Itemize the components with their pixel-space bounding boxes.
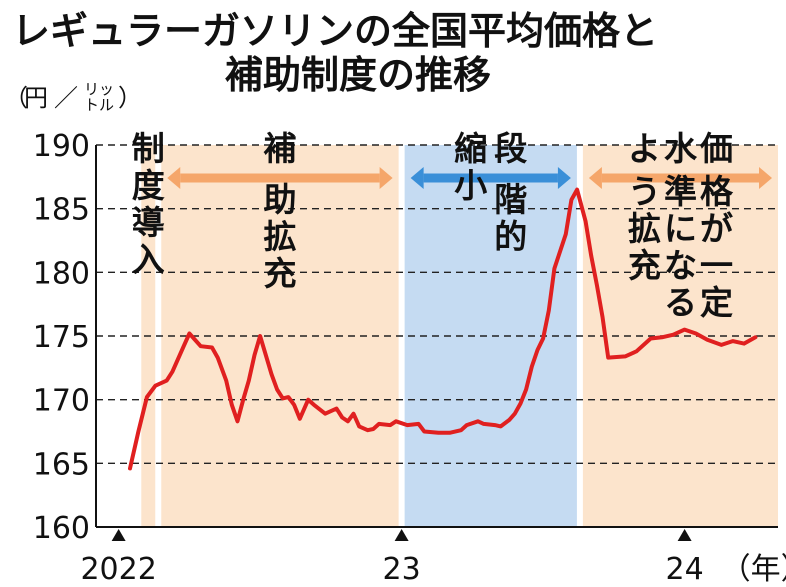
period-label: 段階的 縮小: [454, 129, 527, 256]
y-tick-label: 185: [33, 193, 90, 228]
period-label-char: に: [664, 209, 697, 248]
period-label-char: 導: [132, 203, 165, 242]
period-label-char: 小: [454, 166, 487, 205]
period-label-char: 定: [700, 283, 733, 322]
y-tick-label: 175: [33, 320, 90, 355]
x-tick-label: 23: [383, 552, 421, 587]
y-axis-unit-label: （ 円 ／ リッ トル ）: [4, 80, 142, 114]
period-label-char: 助: [263, 180, 296, 219]
period-label-char: 水: [664, 129, 698, 168]
period-label-char: う: [628, 172, 661, 211]
period-band: [404, 145, 577, 527]
period-label-char: 格: [700, 172, 734, 211]
period-label-char: 充: [263, 254, 296, 293]
period-label-char: が: [700, 209, 733, 248]
period-label-char: 入: [132, 240, 165, 279]
unit-liter-bottom: トル: [84, 96, 114, 114]
y-tick-label: 190: [33, 129, 90, 164]
series: [128, 187, 758, 471]
period-label-char: 制: [132, 129, 165, 168]
period-label-char: 度: [132, 166, 165, 205]
chart-title-line-2: 補助制度の推移: [225, 53, 491, 97]
period-label-char: 階: [494, 180, 527, 219]
chart-title-line-1: レギュラーガソリンの全国平均価格と: [12, 9, 658, 53]
period-label: 価格が一定 水準になる よう拡充: [628, 129, 734, 322]
unit-liter-top: リッ: [84, 80, 114, 98]
x-tick-mark: [111, 529, 126, 541]
period-label-char: 拡: [263, 217, 296, 256]
unit-paren-close: ）: [118, 84, 142, 112]
period-arrow-head-right: [379, 167, 393, 189]
period-arrow-head-right: [759, 167, 772, 189]
y-tick-label: 170: [33, 384, 90, 419]
period-label-char: 縮: [454, 129, 487, 168]
period-label: 補助拡充: [263, 129, 296, 293]
period-label-char: な: [664, 246, 697, 285]
unit-paren-open: （: [4, 84, 28, 112]
period-label-char: 拡: [628, 209, 661, 248]
unit-yen: 円: [24, 84, 48, 112]
period-arrow-head-right: [557, 167, 571, 189]
price-line: [128, 187, 758, 471]
x-unit-label: （年）: [721, 552, 786, 587]
y-tick-label: 180: [33, 256, 90, 291]
y-tick-label: 165: [33, 447, 90, 482]
period-label-char: 充: [628, 246, 661, 285]
unit-slash: ／: [54, 84, 78, 112]
period-label-char: 段: [494, 129, 527, 168]
period-label-char: よ: [628, 129, 661, 168]
period-label-char: 補: [263, 129, 296, 168]
y-tick-label: 160: [33, 511, 90, 546]
period-label-char: る: [664, 283, 697, 322]
x-tick-label: 2022: [80, 552, 156, 587]
period-arrow-head-left: [167, 167, 181, 189]
axes: [95, 145, 778, 528]
period-arrow-head-left: [588, 167, 602, 189]
period-label-char: 的: [494, 217, 527, 256]
x-tick-mark: [677, 529, 692, 541]
period-label: 制度導入: [132, 129, 165, 279]
tick-labels: 160 165 170 175 180 185 190 2022 23 24 （年）: [33, 129, 786, 587]
period-arrow-head-left: [410, 167, 424, 189]
period-label-char: 一: [700, 246, 733, 285]
x-tick-mark: [394, 529, 409, 541]
x-tick-label: 24: [666, 552, 704, 587]
period-label-char: 価: [699, 129, 733, 168]
period-label-char: 準: [664, 172, 697, 211]
